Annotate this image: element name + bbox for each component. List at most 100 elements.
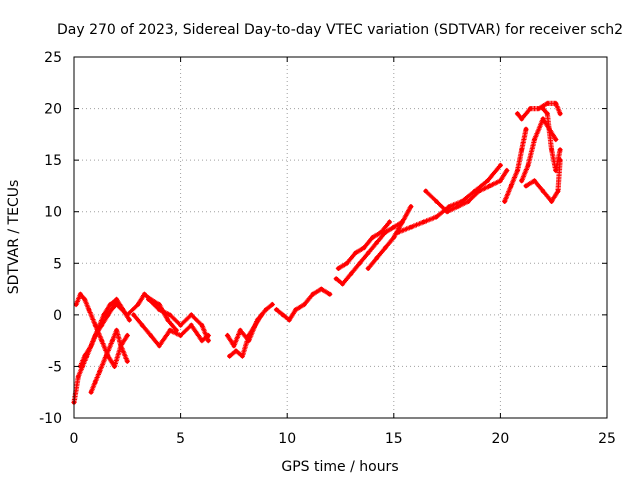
data-point (487, 183, 492, 189)
data-point (336, 266, 341, 271)
data-point (370, 235, 375, 240)
x-tick-label: 10 (278, 431, 296, 447)
data-point (82, 353, 87, 359)
data-point (557, 111, 563, 116)
grid (74, 57, 607, 418)
data-point (140, 323, 145, 328)
data-point (253, 323, 258, 328)
data-point (157, 343, 162, 348)
series-arc-10 (273, 286, 333, 323)
data-point (93, 323, 98, 328)
y-tick-label: 5 (53, 256, 62, 272)
data-point (142, 292, 147, 297)
data-point (549, 147, 554, 152)
data-point (519, 116, 524, 122)
data-point (391, 235, 396, 240)
series-arc-13 (365, 204, 414, 271)
data-point (178, 333, 183, 338)
data-point (227, 353, 232, 359)
series-arc-6 (131, 312, 211, 349)
data-point (86, 307, 92, 312)
data-point (95, 328, 100, 333)
data-point (280, 312, 286, 318)
data-point (225, 333, 230, 338)
series-arc-14 (395, 162, 503, 235)
data-point (93, 379, 98, 385)
data-point (319, 286, 324, 292)
data-point (540, 106, 546, 111)
data-point (523, 183, 529, 189)
data-point (189, 312, 194, 318)
series-arc-9 (227, 312, 265, 359)
data-point (349, 271, 354, 276)
data-point (515, 111, 520, 116)
data-point (103, 312, 109, 318)
data-point (103, 353, 109, 359)
data-point (78, 364, 83, 369)
data-point (270, 302, 275, 307)
data-point (408, 204, 414, 209)
data-point (108, 302, 113, 307)
series-arc-15 (423, 167, 510, 215)
data-point (114, 328, 119, 333)
data-point (327, 292, 332, 297)
data-point (293, 307, 298, 312)
data-point (519, 178, 524, 183)
data-point (361, 245, 367, 250)
series-arc-16 (502, 126, 529, 204)
data-point (206, 338, 211, 343)
data-point (366, 250, 371, 256)
x-tick-label: 0 (70, 431, 79, 447)
y-tick-label: 0 (53, 308, 62, 324)
data-point (366, 266, 371, 271)
data-point (287, 317, 292, 323)
data-point (112, 364, 117, 369)
data-point (88, 390, 94, 395)
data-point (498, 178, 503, 183)
data-point (199, 338, 205, 343)
x-tick-label: 5 (176, 431, 185, 447)
data-point (434, 199, 439, 204)
data-point (519, 147, 524, 152)
data-point (525, 163, 531, 168)
data-point (334, 276, 339, 281)
data-point (557, 147, 563, 152)
data-point (423, 188, 428, 194)
data-point (528, 106, 533, 111)
data-point (157, 302, 162, 307)
data-point (78, 292, 83, 297)
data-point (391, 225, 396, 230)
data-point (118, 343, 124, 348)
data-point (508, 183, 514, 189)
data-point (76, 374, 81, 379)
data-point (374, 240, 379, 245)
x-axis-label: GPS time / hours (281, 459, 398, 475)
data-point (114, 297, 119, 302)
x-tick-label: 20 (491, 431, 509, 447)
data-point (157, 307, 162, 312)
data-point (110, 338, 115, 343)
data-point (114, 302, 119, 307)
x-tick-label: 25 (598, 431, 616, 447)
y-tick-label: 10 (44, 205, 62, 221)
data-points (71, 100, 563, 406)
data-point (540, 188, 546, 194)
data-point (189, 323, 194, 328)
data-point (238, 328, 243, 333)
data-point (536, 106, 541, 111)
data-point (231, 343, 237, 348)
series-arc-18 (519, 116, 559, 184)
data-point (400, 219, 405, 225)
data-point (240, 353, 245, 359)
y-tick-label: -10 (39, 411, 62, 427)
series-arc-12 (335, 219, 393, 271)
data-point (523, 127, 529, 132)
data-point (178, 323, 183, 328)
data-point (395, 230, 401, 235)
data-point (127, 317, 132, 323)
data-point (553, 168, 558, 173)
y-axis-label: SDTVAR / TECUs (6, 180, 22, 295)
series-arc-17 (514, 100, 563, 122)
